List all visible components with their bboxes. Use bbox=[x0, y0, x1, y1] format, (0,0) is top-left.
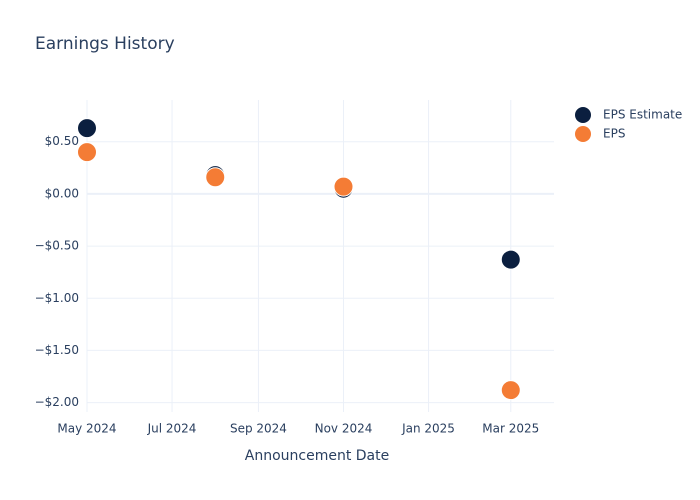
point bbox=[500, 249, 521, 270]
x-axis-title: Announcement Date bbox=[245, 448, 389, 464]
point bbox=[77, 142, 97, 163]
chart-title: Earnings History bbox=[35, 34, 175, 54]
x-tick-label: Mar 2025 bbox=[482, 422, 539, 436]
y-tick-label: −$1.50 bbox=[35, 343, 79, 357]
x-tick-label: Jul 2024 bbox=[147, 422, 197, 436]
x-tick-label: Jan 2025 bbox=[401, 422, 455, 436]
x-tick-label: May 2024 bbox=[57, 422, 116, 436]
legend-marker bbox=[575, 126, 591, 142]
point bbox=[205, 167, 226, 188]
legend-label: EPS Estimate bbox=[603, 108, 682, 122]
point bbox=[333, 176, 354, 197]
legend-marker bbox=[575, 107, 591, 123]
x-tick-label: Nov 2024 bbox=[315, 422, 373, 436]
legend-label: EPS bbox=[603, 127, 625, 141]
y-tick-label: −$0.50 bbox=[35, 239, 79, 253]
point bbox=[500, 380, 521, 401]
y-tick-label: $0.50 bbox=[45, 134, 79, 148]
x-tick-label: Sep 2024 bbox=[230, 422, 287, 436]
y-tick-label: −$1.00 bbox=[35, 291, 79, 305]
y-tick-label: −$2.00 bbox=[35, 395, 79, 409]
y-tick-label: $0.00 bbox=[45, 186, 79, 200]
point bbox=[77, 118, 97, 139]
